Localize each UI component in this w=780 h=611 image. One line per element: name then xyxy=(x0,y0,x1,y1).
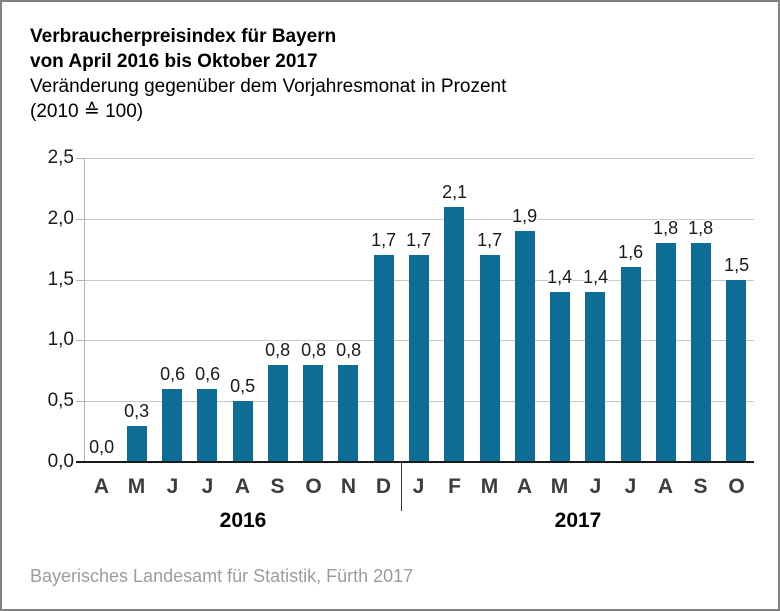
bar-value-label: 0,6 xyxy=(195,364,221,384)
y-axis-label: 1,0 xyxy=(47,329,74,351)
bar xyxy=(691,243,711,462)
y-axis-label: 2,5 xyxy=(47,147,74,168)
y-axis-label: 0,0 xyxy=(47,451,74,472)
bar-value-label: 1,5 xyxy=(724,255,750,275)
bar-value-label: 0,8 xyxy=(336,340,362,360)
tick-mark xyxy=(76,218,84,220)
bar-value-label: 2,1 xyxy=(442,182,468,202)
bar xyxy=(162,389,182,462)
bar xyxy=(585,292,605,462)
month-label: A xyxy=(657,475,674,498)
bar xyxy=(268,365,288,462)
tick-mark xyxy=(76,279,84,281)
chart-subtitle: Veränderung gegenüber dem Vorjahresmonat… xyxy=(30,76,507,97)
month-label: F xyxy=(448,475,461,498)
chart-title-line2: von April 2016 bis Oktober 2017 xyxy=(30,51,318,72)
month-label: J xyxy=(589,475,602,498)
bar xyxy=(550,292,570,462)
bar xyxy=(374,255,394,462)
x-axis-baseline xyxy=(76,461,754,463)
month-label: J xyxy=(412,475,425,498)
bar xyxy=(480,255,500,462)
year-label: 2017 xyxy=(554,509,602,532)
month-label: A xyxy=(516,475,533,498)
bar xyxy=(515,231,535,462)
month-label: D xyxy=(375,475,392,498)
month-label: N xyxy=(340,475,357,498)
month-label: M xyxy=(550,475,569,498)
month-label: A xyxy=(234,475,251,498)
bar-value-label: 1,7 xyxy=(406,230,432,250)
bar xyxy=(444,207,464,462)
y-axis-label: 0,5 xyxy=(47,390,74,412)
bar-value-label: 0,0 xyxy=(89,437,115,457)
gridline xyxy=(84,218,754,220)
bar xyxy=(621,267,641,462)
month-label: J xyxy=(201,475,214,498)
bar xyxy=(233,401,253,462)
tick-mark xyxy=(76,158,84,159)
bar-value-label: 1,8 xyxy=(688,218,714,238)
y-axis-label: 2,0 xyxy=(47,207,74,229)
y-axis-line xyxy=(84,158,85,462)
bar-value-label: 0,8 xyxy=(265,340,291,360)
month-label: O xyxy=(728,475,745,498)
bar-value-label: 0,6 xyxy=(160,364,186,384)
tick-mark xyxy=(76,340,84,342)
bar xyxy=(127,426,147,462)
month-label: O xyxy=(305,475,322,498)
bar xyxy=(409,255,429,462)
month-label: M xyxy=(127,475,146,498)
bar-value-label: 1,9 xyxy=(512,206,538,226)
month-label: A xyxy=(93,475,110,498)
chart-title-block: Verbraucherpreisindex für Bayern von Apr… xyxy=(30,24,506,124)
bar xyxy=(338,365,358,462)
chart-base-note: (2010 ≙ 100) xyxy=(30,101,144,122)
year-label: 2016 xyxy=(219,509,267,532)
bar xyxy=(726,280,746,462)
bar-value-label: 0,3 xyxy=(124,401,150,421)
gridline xyxy=(84,158,754,159)
month-label: S xyxy=(270,475,285,498)
bar-value-label: 1,8 xyxy=(653,218,679,238)
bar-value-label: 1,4 xyxy=(547,267,573,287)
bar-value-label: 1,7 xyxy=(477,230,503,250)
y-axis-label: 1,5 xyxy=(47,268,74,290)
bar-value-label: 1,4 xyxy=(583,267,609,287)
month-label: J xyxy=(166,475,179,498)
chart-title-line1: Verbraucherpreisindex für Bayern xyxy=(30,26,337,47)
month-label: S xyxy=(693,475,708,498)
tick-mark xyxy=(76,401,84,403)
bar-value-label: 0,8 xyxy=(301,340,327,360)
bar xyxy=(303,365,323,462)
bar-value-label: 1,6 xyxy=(618,242,644,262)
bar-value-label: 0,5 xyxy=(230,376,256,396)
year-divider xyxy=(401,461,402,511)
source-note: Bayerisches Landesamt für Statistik, Für… xyxy=(30,566,414,586)
month-label: J xyxy=(624,475,637,498)
month-label: M xyxy=(480,475,499,498)
bar-value-label: 1,7 xyxy=(371,230,397,250)
bar xyxy=(197,389,217,462)
bar xyxy=(656,243,676,462)
